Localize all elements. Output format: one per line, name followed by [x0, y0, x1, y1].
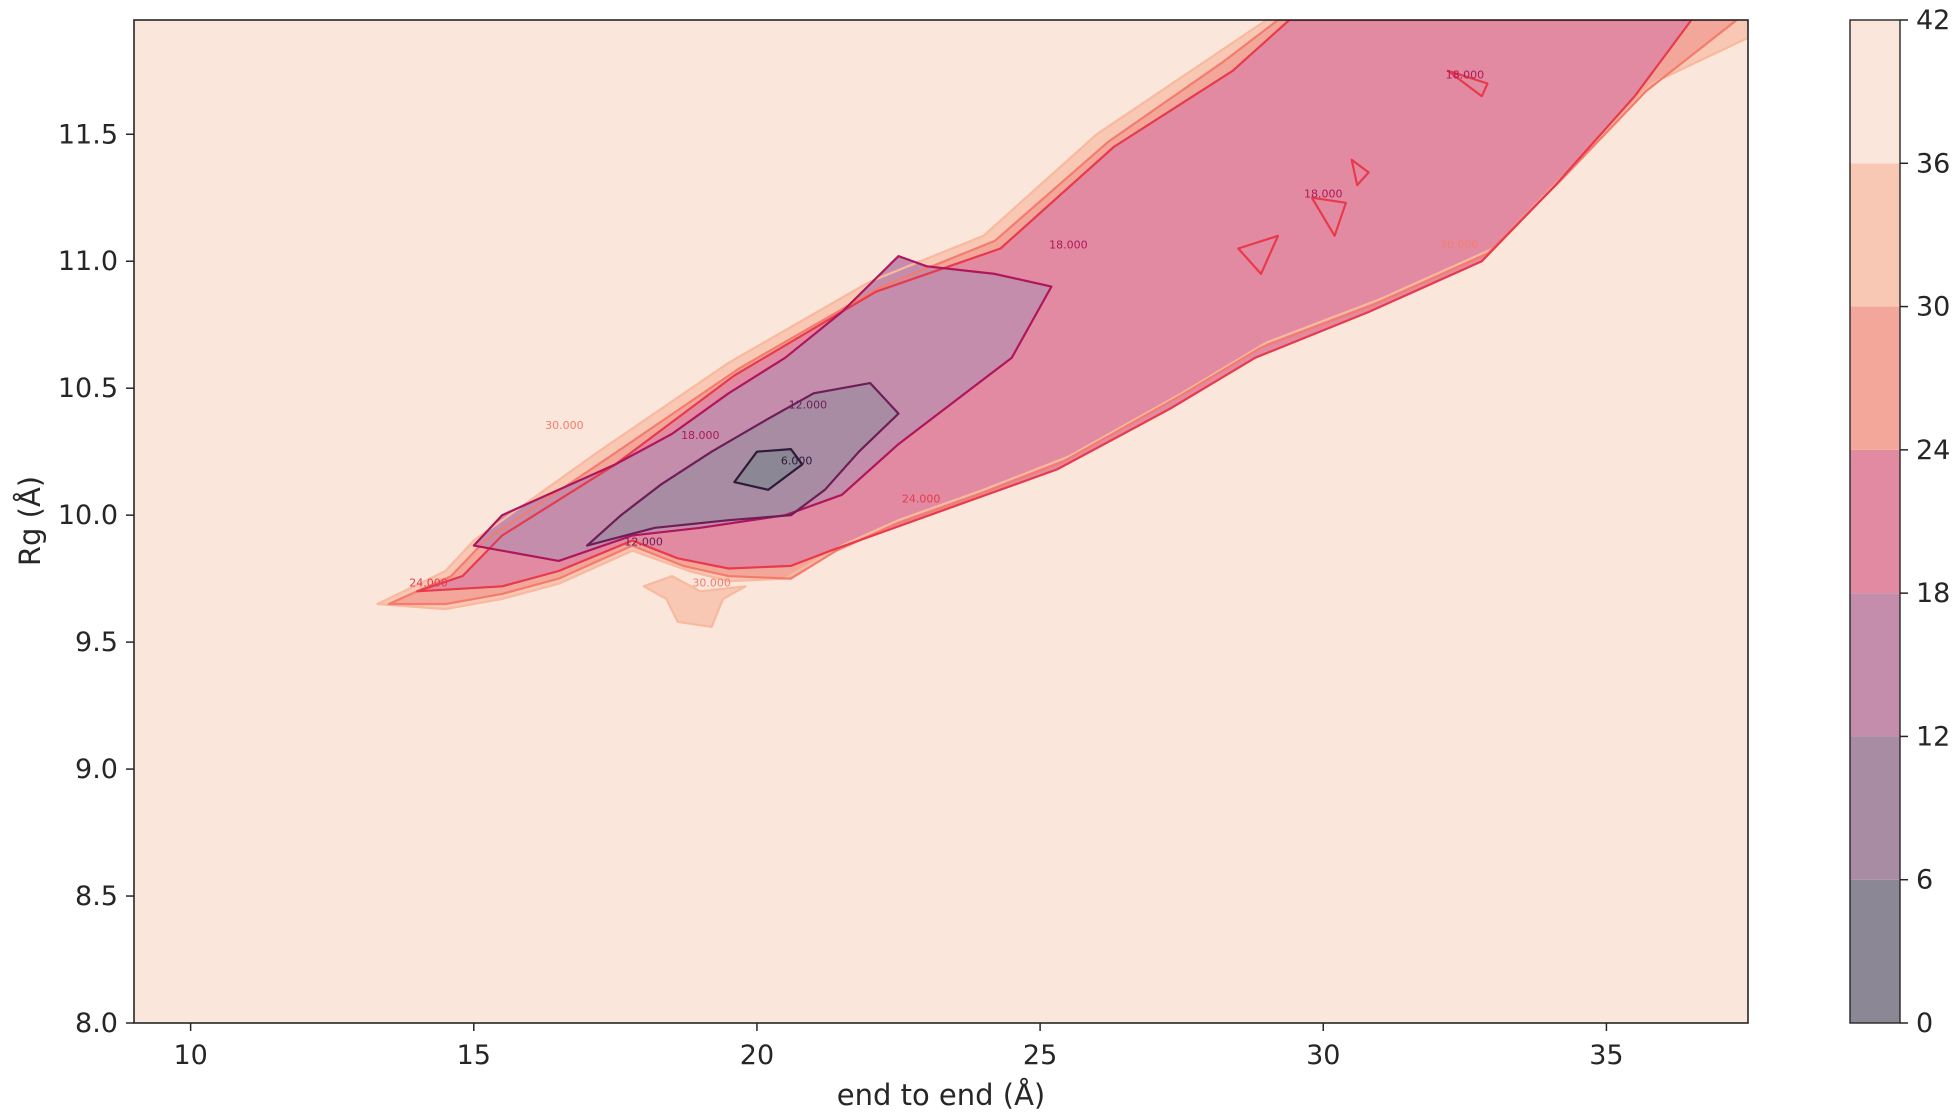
colorbar-band-1 [1850, 736, 1900, 880]
contour-labels: 6.000 12.000 12.000 18.000 18.000 18.000 18.00… [409, 68, 1484, 589]
contour-label-5: 18.000 [1304, 188, 1343, 201]
contour-line-0 [376, 20, 1748, 611]
colorbar-ticks: 0 6 12 18 24 30 36 42 [1900, 5, 1950, 1039]
y-axis-ticks: 8.0 8.5 9.0 9.5 10.0 10.5 11.0 11.5 [58, 119, 134, 1039]
y-tick-label-6: 11.0 [58, 246, 118, 277]
contour-label-10: 30.000 [692, 576, 731, 589]
colorbar-band-4 [1850, 306, 1900, 450]
colorbar-tick-label-2: 12 [1916, 721, 1950, 752]
colorbar-band-2 [1850, 593, 1900, 737]
y-tick-label-2: 9.0 [75, 754, 118, 785]
contour-line-8 [1310, 196, 1348, 237]
y-axis-label: Rg (Å) [13, 476, 47, 566]
colorbar-tick-label-0: 0 [1916, 1008, 1933, 1039]
contour-fills [377, 20, 1748, 627]
x-tick-label-3: 25 [1023, 1040, 1057, 1071]
colorbar-frame [1849, 19, 1901, 1024]
contour-label-8: 24.000 [902, 492, 941, 505]
colorbar-tick-label-4: 24 [1916, 435, 1950, 466]
y-tick-label-5: 10.5 [58, 373, 118, 404]
x-tick-label-2: 20 [740, 1040, 774, 1071]
colorbar-tick-label-3: 18 [1916, 578, 1950, 609]
contour-label-3: 18.000 [681, 429, 720, 442]
x-tick-label-4: 30 [1306, 1040, 1340, 1071]
contour-label-11: 30.000 [1440, 239, 1479, 252]
x-tick-label-0: 10 [173, 1040, 207, 1071]
contour-region-4 [473, 256, 1052, 561]
contour-line-2 [387, 20, 1738, 606]
plot-frame [133, 19, 1749, 1024]
contour-line-7 [1237, 234, 1280, 275]
colorbar-tick-label-7: 42 [1916, 5, 1950, 36]
contour-line-10 [1350, 158, 1370, 187]
contour-label-6: 18.000 [1446, 68, 1485, 81]
y-tick-label-0: 8.0 [75, 1008, 118, 1039]
contour-label-7: 24.000 [409, 576, 448, 589]
colorbar-band-0 [1850, 879, 1900, 1023]
contour-lines [376, 20, 1748, 629]
y-tick-label-3: 9.5 [75, 627, 118, 658]
x-tick-label-5: 35 [1589, 1040, 1623, 1071]
colorbar [1850, 20, 1900, 1023]
contour-label-4: 18.000 [1049, 239, 1088, 252]
contour-label-0: 6.000 [781, 454, 813, 467]
contour-line-3 [416, 20, 1693, 593]
colorbar-band-5 [1850, 163, 1900, 307]
contour-line-9 [1446, 69, 1489, 98]
contour-label-9: 30.000 [545, 419, 584, 432]
contour-line-4 [472, 255, 1053, 563]
x-axis-ticks: 10 15 20 25 30 35 [173, 1023, 1624, 1071]
y-tick-label-1: 8.5 [75, 881, 118, 912]
contour-label-2: 12.000 [624, 536, 663, 549]
y-tick-label-4: 10.0 [58, 500, 118, 531]
contour-region-1 [643, 576, 746, 627]
contour-line-1 [642, 574, 747, 629]
x-tick-label-1: 15 [457, 1040, 491, 1071]
contour-label-1: 12.000 [789, 399, 828, 412]
contour-line-5 [585, 382, 900, 547]
contour-region-5 [587, 383, 899, 546]
contour-line-6 [733, 448, 804, 491]
y-tick-label-7: 11.5 [58, 119, 118, 150]
colorbar-band-3 [1850, 449, 1900, 594]
colorbar-tick-label-1: 6 [1916, 865, 1933, 896]
colorbar-tick-label-5: 30 [1916, 292, 1950, 323]
colorbar-band-6 [1850, 20, 1900, 164]
colorbar-tick-label-6: 36 [1916, 148, 1950, 179]
x-axis-label: end to end (Å) [837, 1078, 1046, 1112]
